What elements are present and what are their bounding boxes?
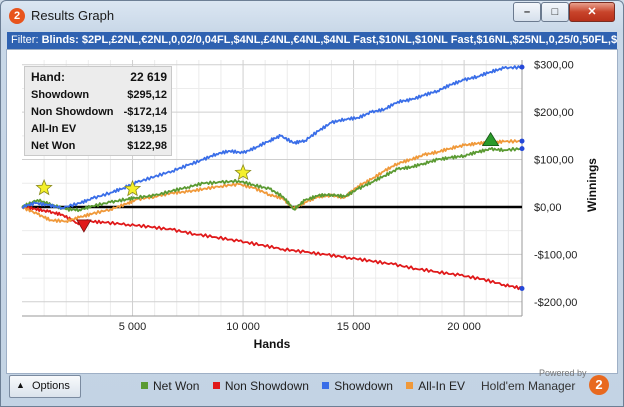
- legend-item-allin-ev[interactable]: All-In EV: [406, 379, 465, 393]
- close-button[interactable]: ✕: [569, 2, 615, 22]
- y-tick-label: $200,00: [534, 107, 574, 119]
- summary-row-showdown: Showdown $295,12: [25, 87, 171, 104]
- x-tick-label: 15 000: [337, 321, 371, 333]
- allin-ev-label: All-In EV: [31, 123, 77, 135]
- options-label: Options: [32, 380, 70, 392]
- series-end-dot: [519, 138, 525, 144]
- maximize-button[interactable]: □: [541, 2, 569, 22]
- showdown-label: Showdown: [31, 89, 90, 101]
- minimize-icon: –: [523, 6, 531, 18]
- showdown-value: $295,12: [127, 89, 167, 101]
- summary-box: Hand: 22 619 Showdown $295,12 Non Showdo…: [24, 66, 172, 156]
- y-tick-label: -$200,00: [534, 297, 577, 309]
- summary-row-net-won: Net Won $122,98: [25, 138, 171, 155]
- legend-label-net-won: Net Won: [153, 379, 200, 393]
- chart-legend: Net Won Non Showdown Showdown All-In EV: [141, 379, 475, 393]
- title-bar[interactable]: 2 Results Graph – □ ✕: [1, 1, 623, 31]
- series-end-dot: [519, 64, 525, 70]
- net-won-value: $122,98: [127, 140, 167, 152]
- x-tick-label: 10 000: [226, 321, 260, 333]
- close-icon: ✕: [587, 6, 597, 18]
- minimize-button[interactable]: –: [513, 2, 541, 22]
- hands-label: Hand:: [31, 70, 65, 84]
- summary-row-hands: Hand: 22 619: [25, 67, 171, 87]
- x-axis-label: Hands: [254, 337, 291, 351]
- legend-swatch-showdown: [322, 382, 330, 389]
- brand-logo-icon: 2: [589, 375, 609, 395]
- legend-item-non-showdown[interactable]: Non Showdown: [212, 379, 309, 393]
- y-axis-label: Winnings: [585, 158, 599, 212]
- window-title: Results Graph: [31, 8, 115, 23]
- filter-value: Blinds: $2PL,£2NL,€2NL,0,02/0,04FL,$4NL,…: [41, 34, 617, 46]
- series-line-all-in-ev: [21, 139, 523, 224]
- expand-up-icon: ▲: [16, 380, 25, 390]
- legend-item-showdown[interactable]: Showdown: [322, 379, 393, 393]
- y-tick-label: $300,00: [534, 60, 574, 72]
- allin-ev-value: $139,15: [127, 123, 167, 135]
- chart-markers: [35, 131, 500, 233]
- legend-item-net-won[interactable]: Net Won: [141, 379, 199, 393]
- y-axis-ticks: $300,00 $200,00 $100,00 $0,00 -$100,00 -$200,…: [534, 60, 577, 309]
- filter-label: Filter:: [11, 34, 39, 46]
- options-button[interactable]: ▲ Options: [9, 375, 81, 398]
- brand-name: Hold'em Manager: [481, 379, 576, 393]
- x-tick-label: 5 000: [119, 321, 147, 333]
- y-tick-label: $100,00: [534, 155, 574, 167]
- series-line-showdown: [21, 65, 523, 210]
- series-line-net-won: [21, 146, 523, 213]
- x-tick-label: 20 000: [447, 321, 481, 333]
- star-marker-icon: [35, 178, 53, 196]
- powered-by-text: Powered by: [539, 368, 587, 378]
- star-marker-icon: [234, 163, 252, 181]
- star-marker-icon: [123, 179, 142, 197]
- x-axis-ticks: 5 000 10 000 15 000 20 000: [119, 321, 481, 333]
- chart-lines: [21, 64, 525, 292]
- y-tick-label: -$100,00: [534, 249, 577, 261]
- legend-swatch-non-showdown: [212, 382, 220, 389]
- hands-value: 22 619: [130, 70, 167, 84]
- legend-swatch-allin-ev: [406, 382, 414, 389]
- maximize-icon: □: [551, 6, 559, 18]
- legend-label-showdown: Showdown: [334, 379, 393, 393]
- series-line-non-showdown: [21, 205, 523, 291]
- summary-row-allin-ev: All-In EV $139,15: [25, 121, 171, 138]
- series-end-dot: [519, 286, 525, 292]
- summary-row-non-showdown: Non Showdown -$172,14: [25, 104, 171, 121]
- non-showdown-value: -$172,14: [121, 104, 167, 121]
- y-tick-label: $0,00: [534, 202, 562, 214]
- app-icon: 2: [9, 8, 25, 24]
- filter-bar[interactable]: Filter: Blinds: $2PL,£2NL,€2NL,0,02/0,04…: [7, 32, 617, 49]
- legend-label-allin-ev: All-In EV: [418, 379, 465, 393]
- series-end-dot: [519, 146, 525, 152]
- non-showdown-label: Non Showdown: [31, 106, 114, 118]
- legend-swatch-net-won: [141, 382, 148, 389]
- up-triangle-marker-icon: [481, 131, 500, 147]
- legend-label-non-showdown: Non Showdown: [224, 379, 309, 393]
- down-triangle-marker-icon: [76, 219, 92, 233]
- footer-bar: ▲ Options Net Won Non Showdown Showdown …: [6, 368, 616, 400]
- results-chart: 5 000 10 000 15 000 20 000 $300,00 $200,00 $1…: [21, 60, 599, 351]
- net-won-label: Net Won: [31, 140, 76, 152]
